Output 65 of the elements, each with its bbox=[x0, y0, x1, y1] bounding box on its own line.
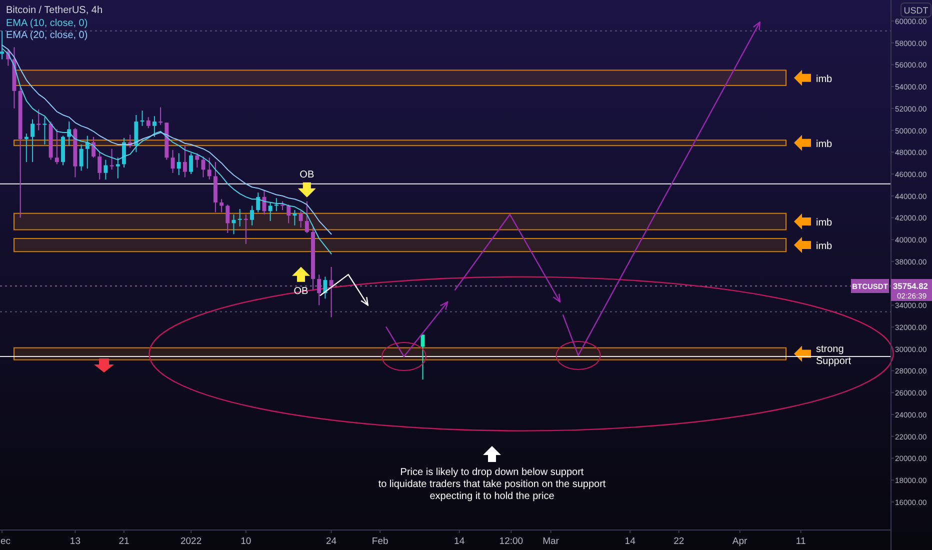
candlestick bbox=[92, 136, 96, 158]
candlestick bbox=[140, 110, 144, 126]
candlestick bbox=[104, 159, 108, 180]
series-label: EMA (20, close, 0) bbox=[6, 30, 88, 41]
candlestick bbox=[226, 204, 230, 234]
candlestick bbox=[274, 198, 278, 212]
candlestick bbox=[298, 210, 303, 228]
band-label: imb bbox=[816, 218, 833, 229]
x-tick-label: 12:00 bbox=[499, 536, 524, 547]
candlestick bbox=[329, 266, 334, 318]
x-tick-label: 2022 bbox=[180, 536, 202, 547]
candlestick bbox=[85, 135, 90, 170]
candlestick bbox=[122, 137, 126, 168]
candlestick bbox=[317, 274, 322, 306]
x-tick-label: 14 bbox=[454, 536, 465, 547]
x-tick-label: Feb bbox=[372, 536, 388, 547]
candlestick bbox=[24, 133, 28, 162]
band-label: imb bbox=[816, 138, 833, 150]
candlestick bbox=[146, 116, 150, 129]
candlestick bbox=[158, 106, 163, 126]
candlestick bbox=[42, 116, 47, 145]
annotation: Price is likely to drop down below support to liquidate traders that take position on the support expecting it to hold the price bbox=[378, 467, 606, 502]
candlestick bbox=[152, 116, 156, 138]
candlestick bbox=[54, 128, 59, 165]
x-tick-label: 22 bbox=[674, 536, 684, 547]
x-tick-label: 21 bbox=[118, 536, 130, 547]
x-tick-label: ec bbox=[0, 536, 11, 547]
candlestick bbox=[182, 145, 187, 178]
candlestick bbox=[36, 109, 41, 131]
candlestick bbox=[250, 205, 254, 226]
candlestick bbox=[189, 152, 194, 175]
candlestick bbox=[304, 200, 309, 234]
band-label: strong Support bbox=[816, 344, 852, 367]
candlestick bbox=[286, 204, 291, 224]
candlestick bbox=[244, 214, 248, 244]
annotation: OB bbox=[300, 169, 314, 180]
candlestick bbox=[195, 152, 200, 168]
candlestick bbox=[79, 144, 84, 172]
series-label: EMA (10, close, 0) bbox=[6, 18, 88, 29]
text: Bitcoin / TetherUS, 4h bbox=[6, 5, 103, 16]
y-axis-title: USDT bbox=[904, 6, 929, 16]
candlestick bbox=[262, 190, 266, 215]
x-tick-label: 10 bbox=[240, 536, 252, 547]
candlestick bbox=[238, 208, 242, 227]
candlestick bbox=[116, 157, 120, 179]
band-label: imb bbox=[816, 74, 833, 85]
candlestick bbox=[268, 202, 272, 222]
candlestick bbox=[323, 276, 328, 300]
candlestick bbox=[110, 148, 114, 170]
candlestick bbox=[176, 152, 181, 176]
text: 35754.82 bbox=[893, 280, 928, 291]
x-tick-label: Mar bbox=[542, 536, 559, 547]
x-tick-label: 14 bbox=[624, 536, 636, 547]
candlestick bbox=[0, 30, 4, 60]
candlestick bbox=[30, 118, 34, 162]
candlestick bbox=[292, 210, 297, 226]
candlestick bbox=[256, 192, 260, 213]
candlestick bbox=[207, 157, 212, 180]
band-label: imb bbox=[816, 241, 833, 252]
candlestick bbox=[98, 152, 102, 180]
x-tick-label: 13 bbox=[70, 536, 80, 547]
x-tick-label: 11 bbox=[796, 536, 806, 547]
x-tick-label: 24 bbox=[326, 536, 337, 547]
x-tick-label: Apr bbox=[732, 536, 748, 547]
candlestick bbox=[220, 198, 224, 213]
